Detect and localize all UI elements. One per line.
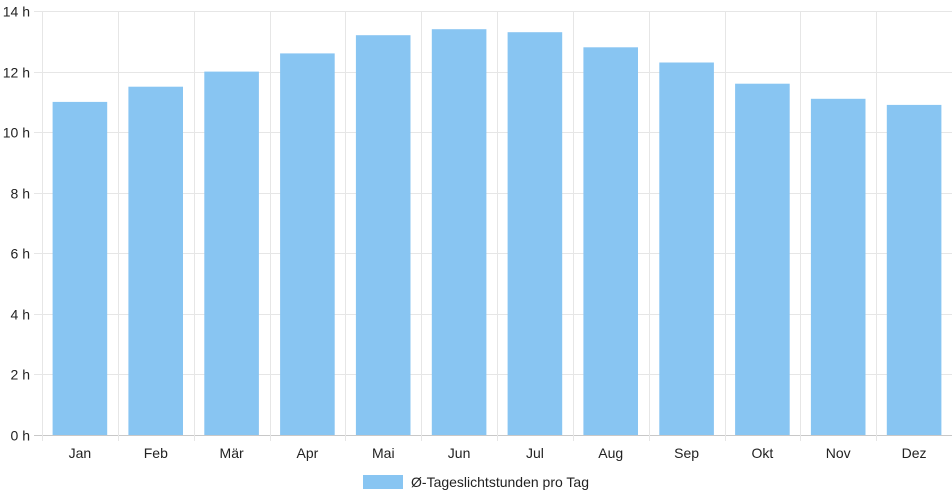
x-tick-label: Okt: [752, 445, 774, 461]
bar-series: [52, 29, 942, 436]
bar[interactable]: [735, 83, 790, 435]
chart-legend[interactable]: Ø-Tageslichtstunden pro Tag: [0, 470, 952, 494]
bar[interactable]: [583, 47, 638, 436]
bar[interactable]: [280, 53, 335, 436]
bar[interactable]: [204, 71, 259, 435]
bar[interactable]: [507, 32, 563, 435]
legend-label: Ø-Tageslichtstunden pro Tag: [411, 474, 589, 490]
y-tick-label: 4 h: [11, 307, 30, 323]
y-tick-label: 10 h: [3, 125, 30, 141]
y-tick-label: 0 h: [11, 428, 30, 444]
x-tick-label: Jul: [526, 445, 544, 461]
bar[interactable]: [355, 35, 411, 435]
x-axis: Jan Feb Mär Apr Mai Jun Jul Aug Sep Okt Nov Dez: [69, 445, 927, 461]
x-tick-label: Apr: [297, 445, 319, 461]
y-tick-label: 14 h: [3, 4, 30, 20]
legend-swatch: [363, 475, 404, 489]
x-tick-label: Sep: [674, 445, 699, 461]
x-tick-label: Dez: [902, 445, 927, 461]
x-tick-label: Aug: [598, 445, 623, 461]
y-tick-label: 6 h: [11, 246, 30, 262]
x-tick-label: Mai: [372, 445, 395, 461]
x-tick-label: Jun: [448, 445, 471, 461]
bar[interactable]: [128, 86, 183, 435]
y-tick-label: 2 h: [11, 367, 30, 383]
bar[interactable]: [659, 62, 714, 436]
chart-grid: [34, 11, 952, 441]
bar[interactable]: [810, 98, 866, 436]
x-tick-label: Jan: [69, 445, 92, 461]
x-tick-label: Nov: [826, 445, 851, 461]
bar[interactable]: [886, 104, 942, 436]
bar[interactable]: [52, 101, 108, 436]
y-tick-label: 8 h: [11, 186, 30, 202]
x-tick-label: Mär: [220, 445, 244, 461]
y-tick-label: 12 h: [3, 65, 30, 81]
x-tick-label: Feb: [144, 445, 168, 461]
y-axis: 0 h 2 h 4 h 6 h 8 h 10 h 12 h 14 h: [3, 4, 30, 444]
bar[interactable]: [431, 29, 487, 435]
